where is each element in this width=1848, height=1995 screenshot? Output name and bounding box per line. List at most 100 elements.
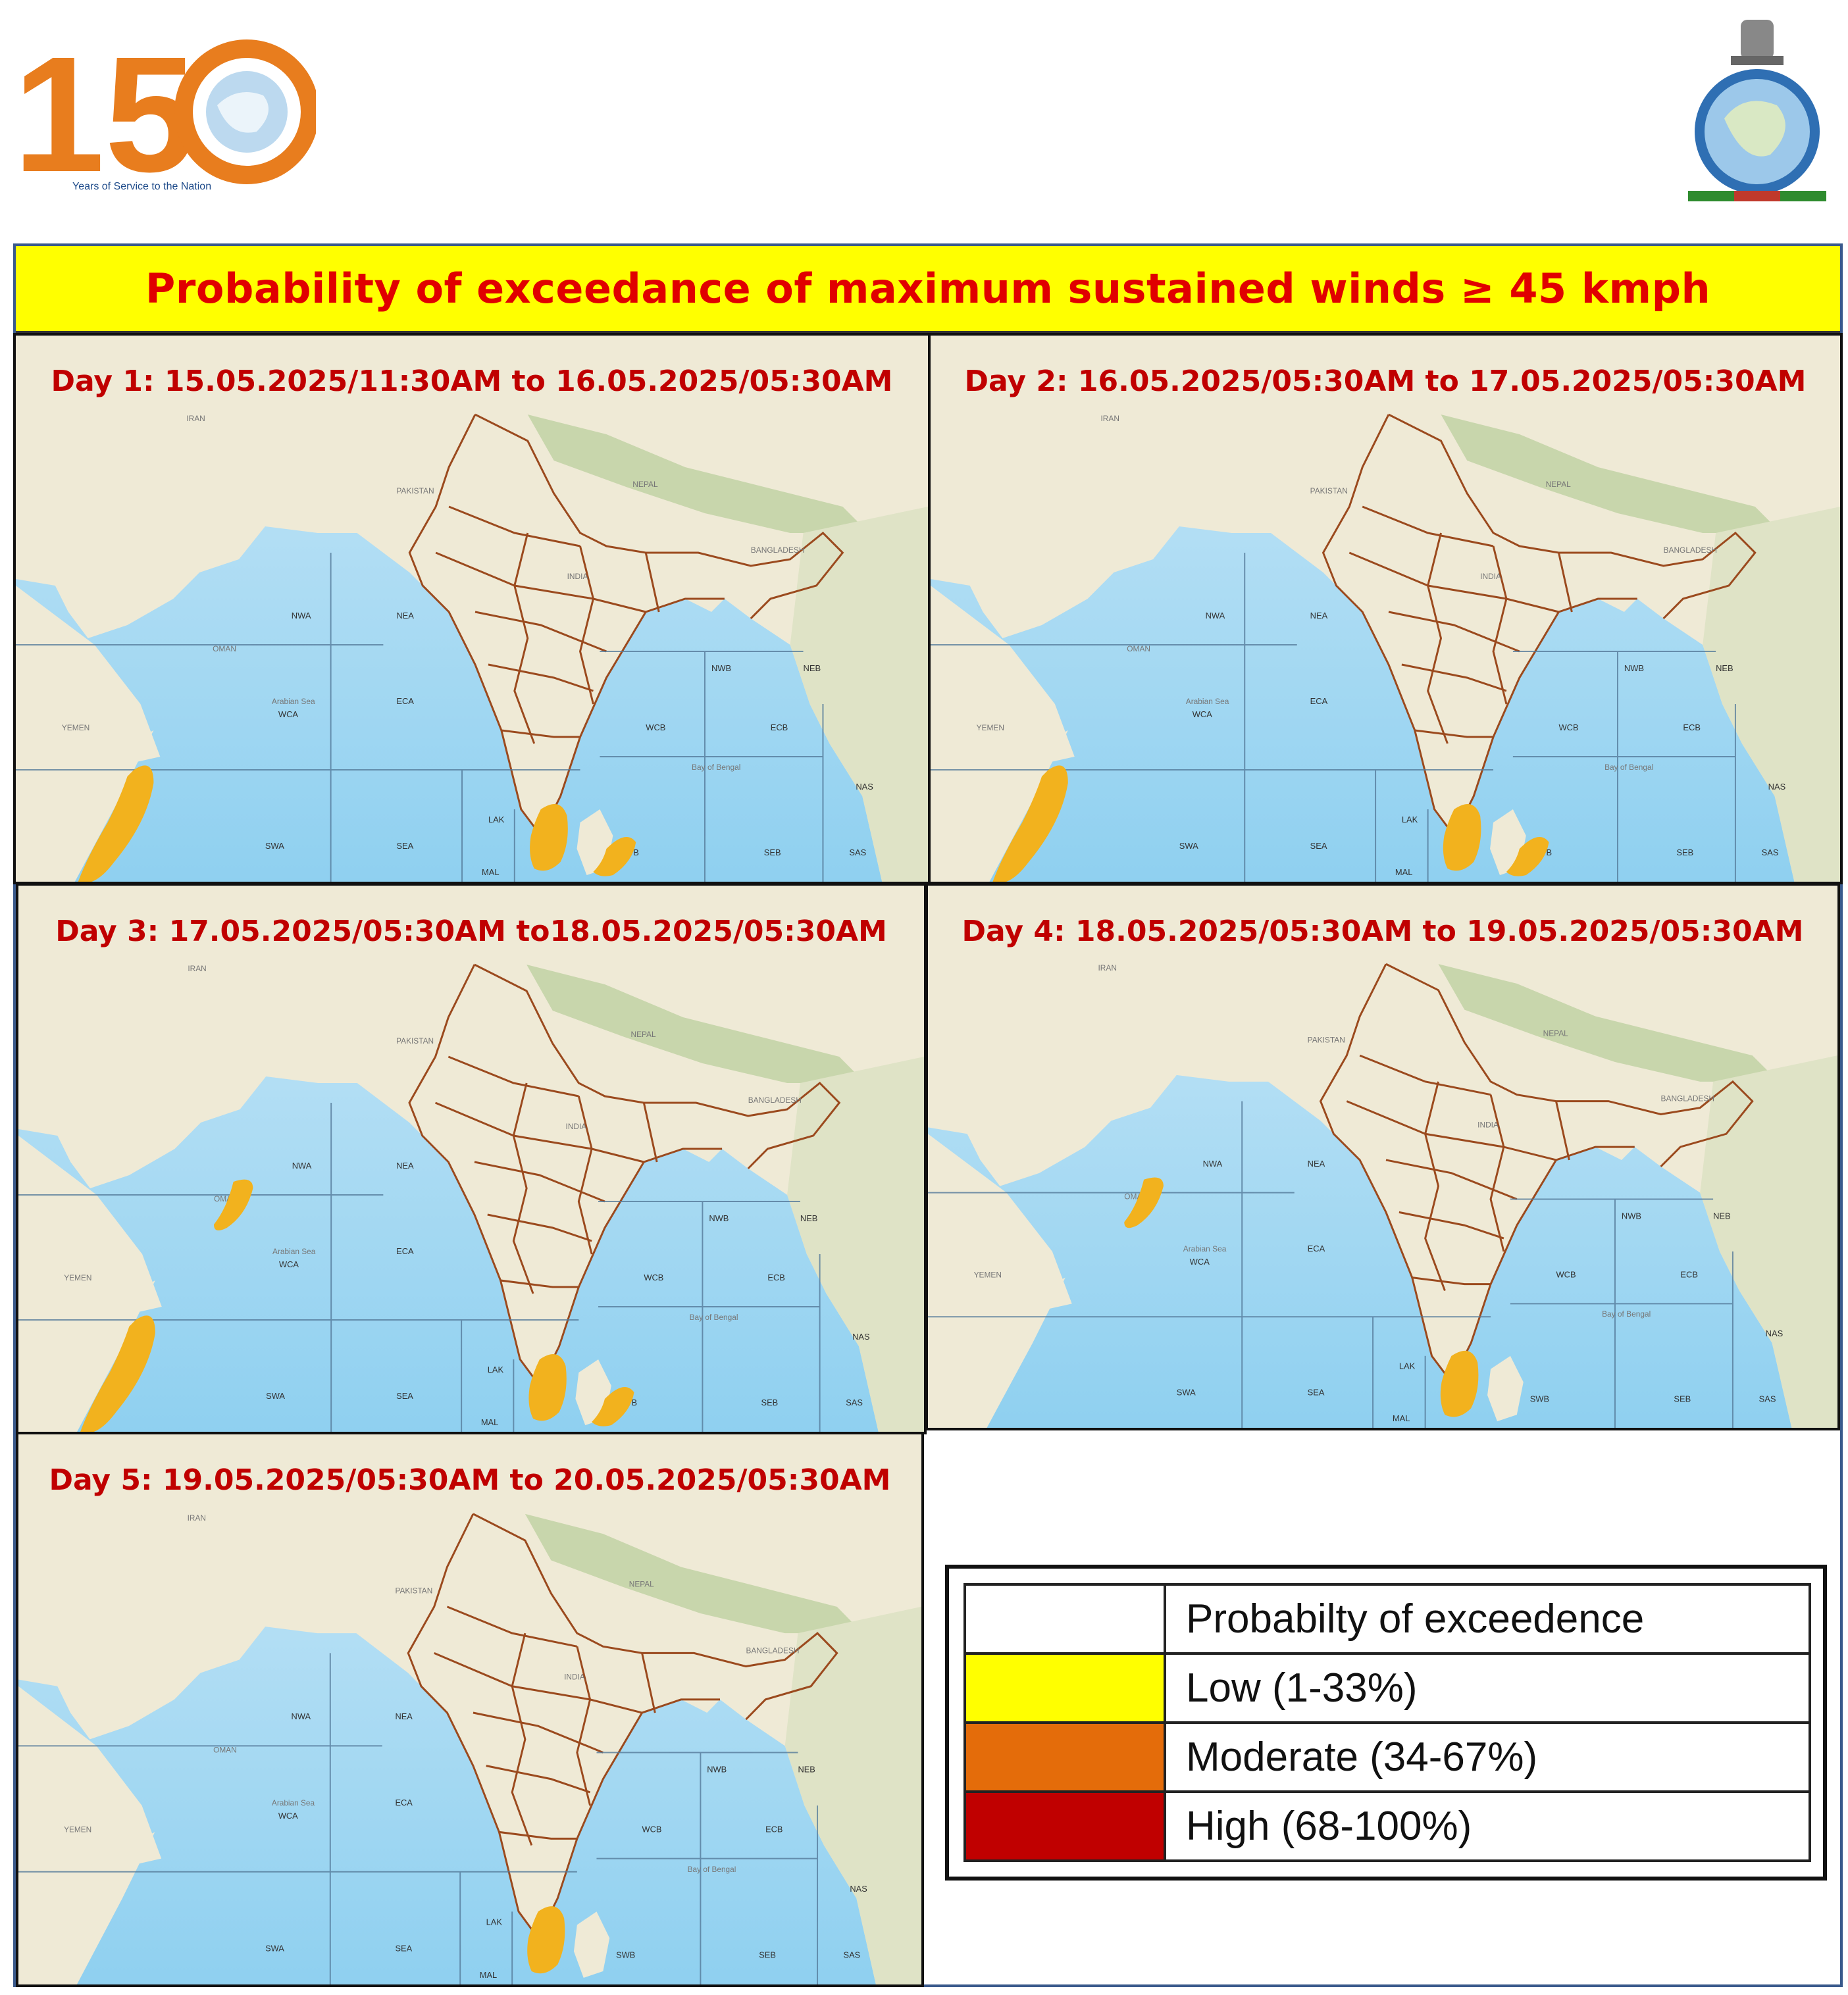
place-label: BANGLADESH — [1661, 1094, 1714, 1103]
zone-label-swa: SWA — [1177, 1387, 1196, 1397]
place-label: OMAN — [213, 644, 236, 653]
forecast-area-srilanka-ne — [592, 1387, 634, 1427]
legend-label-moderate: Moderate (34-67%) — [1164, 1721, 1811, 1793]
zone-label-wcb: WCB — [646, 722, 665, 732]
place-label: Arabian Sea — [272, 697, 315, 706]
main-frame — [13, 243, 1843, 1987]
place-label: Arabian Sea — [272, 1798, 315, 1807]
imd-emblem-icon — [1685, 13, 1830, 204]
zone-label-sea: SEA — [396, 1391, 413, 1401]
place-label: PAKISTAN — [396, 1036, 434, 1046]
panel-day5: NWANEAECAWCASWASEALAKMALCOMNWBNEBWCBECBS… — [16, 1432, 924, 1987]
zone-label-eca: ECA — [396, 1246, 414, 1256]
zone-label-swa: SWA — [1179, 841, 1198, 851]
place-label: OMAN — [213, 1745, 237, 1754]
place-label: PAKISTAN — [395, 1586, 432, 1596]
zone-label-lak: LAK — [488, 1365, 504, 1375]
zone-label-wcb: WCB — [644, 1273, 663, 1282]
zone-label-nas: NAS — [852, 1332, 870, 1342]
zone-label-wca: WCA — [1190, 1257, 1210, 1267]
forecast-area-srilanka-ne — [593, 837, 636, 876]
zone-label-seb: SEB — [759, 1950, 776, 1960]
place-label: BANGLADESH — [746, 1646, 799, 1655]
place-label: Bay of Bengal — [690, 1313, 738, 1322]
zone-label-nwb: NWB — [711, 663, 731, 673]
page-title: Probability of exceedance of maximum sus… — [145, 265, 1711, 313]
title-bar: Probability of exceedance of maximum sus… — [16, 246, 1840, 333]
zone-label-nwa: NWA — [292, 611, 311, 620]
legend-label-high: High (68-100%) — [1164, 1790, 1811, 1862]
zone-label-ecb: ECB — [1683, 722, 1701, 732]
place-label: Bay of Bengal — [1604, 763, 1653, 772]
panel-day4-title: Day 4: 18.05.2025/05:30AM to 19.05.2025/… — [962, 915, 1804, 948]
zone-label-seb: SEB — [1676, 847, 1693, 857]
place-label: YEMEN — [64, 1273, 91, 1282]
place-label: PAKISTAN — [1310, 486, 1348, 495]
forecast-area-oman — [213, 1179, 253, 1230]
zone-label-sea: SEA — [395, 1944, 412, 1954]
legend-row-high: High (68-100%) — [963, 1790, 1811, 1862]
zone-label-neb: NEB — [804, 663, 821, 673]
legend-header-row: Probabilty of exceedence — [963, 1583, 1811, 1655]
zone-label-seb: SEB — [1674, 1394, 1691, 1403]
forecast-area-oman — [1124, 1177, 1164, 1228]
imd-150-logo: 150 Years of Service to the Nation — [13, 22, 319, 206]
place-label: Arabian Sea — [1183, 1244, 1227, 1253]
panel-day5-title: Day 5: 19.05.2025/05:30AM to 20.05.2025/… — [49, 1463, 891, 1497]
zone-label-nea: NEA — [1310, 611, 1328, 620]
legend-header: Probabilty of exceedence — [1164, 1583, 1811, 1655]
place-label: IRAN — [186, 414, 205, 423]
place-label: PAKISTAN — [396, 486, 434, 495]
place-label: INDIA — [564, 1673, 585, 1682]
panel-day3: NWANEAECAWCASWASEALAKMALCOMNWBNEBWCBECBS… — [16, 883, 927, 1434]
zone-label-nwa: NWA — [292, 1711, 311, 1721]
legend-label-low: Low (1-33%) — [1164, 1652, 1811, 1724]
zone-label-ecb: ECB — [765, 1824, 783, 1834]
zone-label-eca: ECA — [396, 696, 414, 706]
zone-label-wca: WCA — [279, 1259, 299, 1269]
place-label: IRAN — [188, 1513, 206, 1523]
place-label: INDIA — [567, 572, 588, 581]
forecast-area-comorin — [1440, 1350, 1479, 1417]
zone-label-sas: SAS — [844, 1950, 861, 1960]
zone-label-nas: NAS — [1766, 1328, 1784, 1338]
zone-label-nea: NEA — [395, 1711, 413, 1721]
day1-map: NWANEAECAWCASWASEALAKMALCOMNWBNEBWCBECBS… — [16, 336, 928, 882]
zone-label-nea: NEA — [396, 611, 414, 620]
zone-label-wca: WCA — [278, 709, 299, 719]
zone-label-lak: LAK — [1399, 1361, 1416, 1371]
zone-label-wcb: WCB — [642, 1824, 662, 1834]
zone-label-swb: SWB — [616, 1950, 635, 1960]
logo-tagline: Years of Service to the Nation — [72, 181, 211, 191]
zone-label-swa: SWA — [265, 1944, 284, 1954]
place-label: INDIA — [566, 1122, 587, 1131]
zone-label-eca: ECA — [1308, 1244, 1325, 1253]
zone-label-nwa: NWA — [1206, 611, 1225, 620]
place-label: YEMEN — [62, 723, 90, 732]
place-label: YEMEN — [974, 1271, 1002, 1280]
zone-label-swa: SWA — [265, 841, 284, 851]
zone-label-nwb: NWB — [1624, 663, 1644, 673]
zone-label-wca: WCA — [1193, 709, 1212, 719]
zone-label-ecb: ECB — [771, 722, 788, 732]
panel-day3-title: Day 3: 17.05.2025/05:30AM to18.05.2025/0… — [55, 915, 887, 948]
place-label: YEMEN — [64, 1825, 91, 1834]
day3-map: NWANEAECAWCASWASEALAKMALCOMNWBNEBWCBECBS… — [18, 886, 924, 1432]
zone-label-sas: SAS — [1759, 1394, 1776, 1403]
place-label: Arabian Sea — [1186, 697, 1229, 706]
zone-label-swb: SWB — [1530, 1394, 1549, 1403]
zone-label-nwa: NWA — [1203, 1159, 1223, 1169]
zone-label-lak: LAK — [488, 815, 505, 824]
zone-label-mal: MAL — [480, 1970, 497, 1980]
place-label: BANGLADESH — [1664, 545, 1717, 555]
legend-row-low: Low (1-33%) — [963, 1652, 1811, 1724]
panel-day1: NWANEAECAWCASWASEALAKMALCOMNWBNEBWCBECBS… — [13, 333, 931, 884]
zone-label-lak: LAK — [486, 1917, 503, 1927]
legend-header-swatch — [963, 1583, 1166, 1655]
zone-label-neb: NEB — [1716, 663, 1733, 673]
zone-label-nea: NEA — [396, 1161, 414, 1171]
panel-day2: NWANEAECAWCASWASEALAKMALCOMNWBNEBWCBECBS… — [928, 333, 1843, 884]
legend-table: Probabilty of exceedence Low (1-33%) Mod… — [963, 1583, 1811, 1862]
place-label: PAKISTAN — [1308, 1035, 1345, 1044]
zone-label-swa: SWA — [266, 1391, 285, 1401]
